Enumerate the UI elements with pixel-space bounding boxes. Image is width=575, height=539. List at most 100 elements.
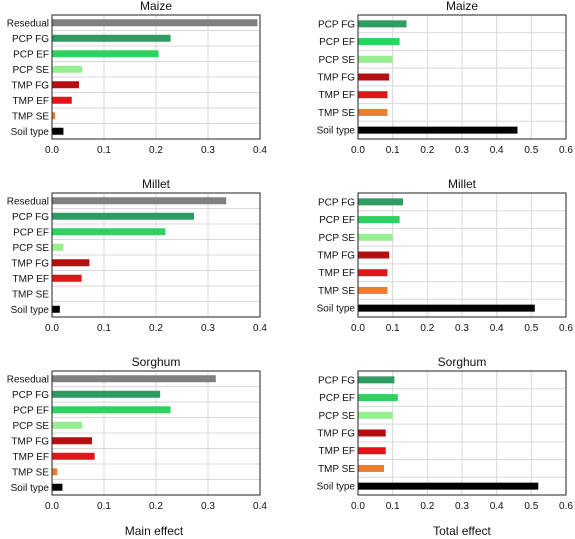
- bar-tmp-ef: [358, 269, 388, 277]
- x-tick-label: 0.4: [490, 145, 504, 156]
- bar-tmp-se: [52, 468, 58, 476]
- category-label: PCP SE: [319, 411, 356, 422]
- bar-soil-type: [358, 482, 539, 490]
- category-label: PCP EF: [13, 49, 49, 60]
- x-tick-label: 0.5: [524, 145, 538, 156]
- category-label: PCP SE: [13, 65, 50, 76]
- category-label: Soil type: [11, 483, 50, 494]
- plot-frame: [357, 192, 567, 318]
- plot-frame: [51, 192, 261, 318]
- x-tick-label: 0.3: [455, 145, 469, 156]
- bar-pcp-ef: [358, 216, 400, 224]
- bar-tmp-se: [52, 112, 56, 120]
- x-tick-label: 0.3: [201, 501, 215, 512]
- category-label: TMP EF: [319, 446, 355, 457]
- category-label: PCP FG: [318, 197, 355, 208]
- panel-title: Sorghum: [132, 355, 181, 369]
- bar-pcp-fg: [358, 376, 395, 384]
- bar-resedual: [52, 19, 258, 27]
- category-label: TMP SE: [318, 286, 355, 297]
- x-tick-label: 0.1: [386, 323, 400, 334]
- plot-frame: [51, 14, 261, 140]
- bar-tmp-fg: [358, 73, 390, 81]
- category-label: Soil type: [317, 304, 356, 315]
- x-tick-label: 0.6: [559, 323, 573, 334]
- chart-panel-2: Maize PCP FG PCP EF PCP SE TMP FG TMP EF TMP S…: [317, 0, 574, 156]
- bar-pcp-fg: [52, 212, 194, 220]
- category-label: TMP FG: [11, 80, 49, 91]
- x-tick-label: 0.0: [45, 323, 59, 334]
- category-label: PCP SE: [319, 55, 356, 66]
- plot-frame: [357, 14, 567, 140]
- x-tick-label: 0.4: [253, 323, 267, 334]
- bar-pcp-ef: [52, 406, 171, 414]
- panel-title: Maize: [446, 0, 478, 13]
- category-label: Resedual: [7, 196, 49, 207]
- bar-pcp-fg: [52, 34, 171, 42]
- category-label: TMP SE: [12, 467, 49, 478]
- x-tick-label: 0.2: [420, 145, 434, 156]
- x-tick-label: 0.2: [420, 501, 434, 512]
- bar-tmp-ef: [52, 274, 82, 282]
- chart-panel-1: Maize Resedual PCP FG PCP EF PCP SE TMP FG TMP…: [7, 0, 268, 156]
- bar-tmp-ef: [52, 452, 95, 460]
- category-label: TMP FG: [11, 436, 49, 447]
- bar-pcp-se: [52, 65, 83, 73]
- bar-pcp-fg: [358, 20, 407, 28]
- bar-tmp-fg: [358, 429, 386, 437]
- category-label: PCP EF: [13, 405, 49, 416]
- bar-soil-type: [358, 126, 518, 134]
- category-label: TMP SE: [12, 289, 49, 300]
- bar-soil-type: [52, 305, 60, 313]
- category-label: TMP FG: [11, 258, 49, 269]
- x-tick-label: 0.1: [386, 501, 400, 512]
- chart-panel-4: Millet PCP FG PCP EF PCP SE TMP FG TMP EF TMP …: [317, 177, 574, 334]
- category-label: TMP SE: [318, 108, 355, 119]
- category-label: PCP EF: [319, 215, 355, 226]
- x-tick-label: 0.1: [97, 501, 111, 512]
- x-tick-label: 0.4: [253, 145, 267, 156]
- chart-panel-5: Sorghum Resedual PCP FG PCP EF PCP SE TMP FG T…: [7, 355, 268, 512]
- x-tick-label: 0.0: [351, 145, 365, 156]
- panel-title: Millet: [448, 177, 477, 191]
- panel-title: Maize: [140, 0, 172, 13]
- bar-pcp-se: [358, 55, 393, 63]
- category-label: TMP EF: [13, 452, 49, 463]
- bar-tmp-se: [358, 464, 384, 472]
- bar-tmp-ef: [358, 447, 386, 455]
- bar-pcp-se: [358, 233, 393, 241]
- category-label: Soil type: [11, 305, 50, 316]
- plot-frame: [357, 370, 567, 496]
- bar-resedual: [52, 375, 216, 383]
- category-label: Resedual: [7, 374, 49, 385]
- x-tick-label: 0.2: [149, 501, 163, 512]
- x-tick-label: 0.0: [45, 145, 59, 156]
- x-tick-label: 0.2: [420, 323, 434, 334]
- bar-tmp-se: [358, 108, 388, 116]
- category-label: TMP FG: [317, 73, 355, 84]
- x-tick-label: 0.0: [351, 501, 365, 512]
- x-tick-label: 0.4: [253, 501, 267, 512]
- category-label: TMP SE: [318, 464, 355, 475]
- bar-pcp-se: [358, 411, 393, 419]
- category-label: TMP EF: [319, 268, 355, 279]
- x-tick-label: 0.0: [351, 323, 365, 334]
- main-effect-xlabel: Main effect: [125, 524, 184, 538]
- category-label: PCP FG: [318, 19, 355, 30]
- bar-tmp-ef: [52, 96, 72, 104]
- bar-tmp-fg: [358, 251, 390, 259]
- bar-pcp-fg: [52, 390, 161, 398]
- category-label: PCP SE: [13, 243, 50, 254]
- panel-title: Sorghum: [438, 355, 487, 369]
- x-tick-label: 0.4: [490, 323, 504, 334]
- category-label: TMP EF: [13, 96, 49, 107]
- category-label: Soil type: [11, 127, 50, 138]
- category-label: TMP EF: [13, 274, 49, 285]
- x-tick-label: 0.1: [97, 323, 111, 334]
- category-label: PCP FG: [12, 34, 49, 45]
- x-tick-label: 0.3: [201, 323, 215, 334]
- category-label: TMP FG: [317, 251, 355, 262]
- chart-panel-6: Sorghum PCP FG PCP EF PCP SE TMP FG TMP EF TMP…: [317, 355, 574, 512]
- category-label: TMP EF: [319, 90, 355, 101]
